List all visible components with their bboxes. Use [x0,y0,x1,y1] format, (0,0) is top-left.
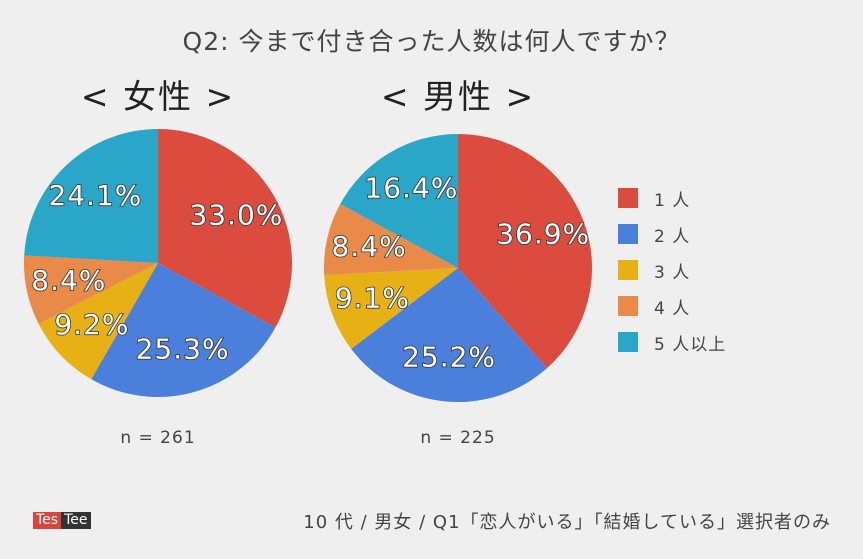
pie-1-slice-2 [351,268,548,403]
pie-1-slice-1 [458,134,592,369]
pie-1-label-3: 9.1% [335,281,410,314]
legend-label-2: 2 人 [654,226,691,247]
pie-0-slice-1 [158,129,292,328]
pie-0-label-4: 8.4% [31,264,106,297]
pie-1-label-2: 25.2% [402,341,496,374]
pie-0-label-5: 24.1% [48,179,142,212]
pie-0-slice-3 [38,263,158,380]
pie-1-slice-3 [324,268,458,349]
legend-label-4: 4 人 [654,298,691,319]
pie-0-slice-4 [23,255,158,324]
legend-label-5: 5 人以上 [654,334,727,355]
legend-label-3: 3 人 [654,262,691,283]
pie-1-label-1: 36.9% [496,218,590,251]
legend-swatch-1 [618,188,638,208]
male-sample-size: n = 225 [420,428,496,448]
legend-item-3: 3 人 [618,252,726,288]
pie-1-slice-4 [324,204,458,276]
brand-logo: Tes Tee [33,512,91,529]
legend-label-1: 1 人 [654,190,691,211]
legend-item-4: 4 人 [618,288,726,324]
female-group-title: < 女性 > [80,77,236,116]
legend-item-2: 2 人 [618,216,726,252]
legend-item-5: 5 人以上 [618,324,726,360]
legend-swatch-5 [618,332,638,352]
legend: 1 人 2 人 3 人 4 人 5 人以上 [618,180,726,360]
pie-0-label-2: 25.3% [136,333,230,366]
pie-1-label-5: 16.4% [364,172,458,205]
pie-0-slice-2 [91,263,276,397]
female-pie: 33.0% 25.3%9.2% 8.4% 24.1% [23,129,292,397]
pie-0-label-1: 33.0% [189,199,283,232]
legend-swatch-2 [618,224,638,244]
chart-title: Q2: 今まで付き合った人数は何人ですか？ [182,27,681,56]
male-pie: 36.9% 25.2% 9.1% 8.4% 16.4% [324,134,592,403]
male-group-title: < 男性 > [380,77,536,116]
brand-logo-part2: Tee [61,512,91,529]
pie-0-slice-5 [24,129,159,263]
pie-0-label-3: 9.2% [54,308,129,341]
legend-item-1: 1 人 [618,180,726,216]
female-sample-size: n = 261 [120,428,196,448]
pie-1-label-4: 8.4% [332,230,407,263]
footnote: 10 代 / 男女 / Q1「恋人がいる」「結婚している」選択者のみ [303,512,831,533]
brand-logo-part1: Tes [33,512,62,529]
legend-swatch-4 [618,296,638,316]
legend-swatch-3 [618,260,638,280]
pie-1-slice-5 [340,134,458,268]
